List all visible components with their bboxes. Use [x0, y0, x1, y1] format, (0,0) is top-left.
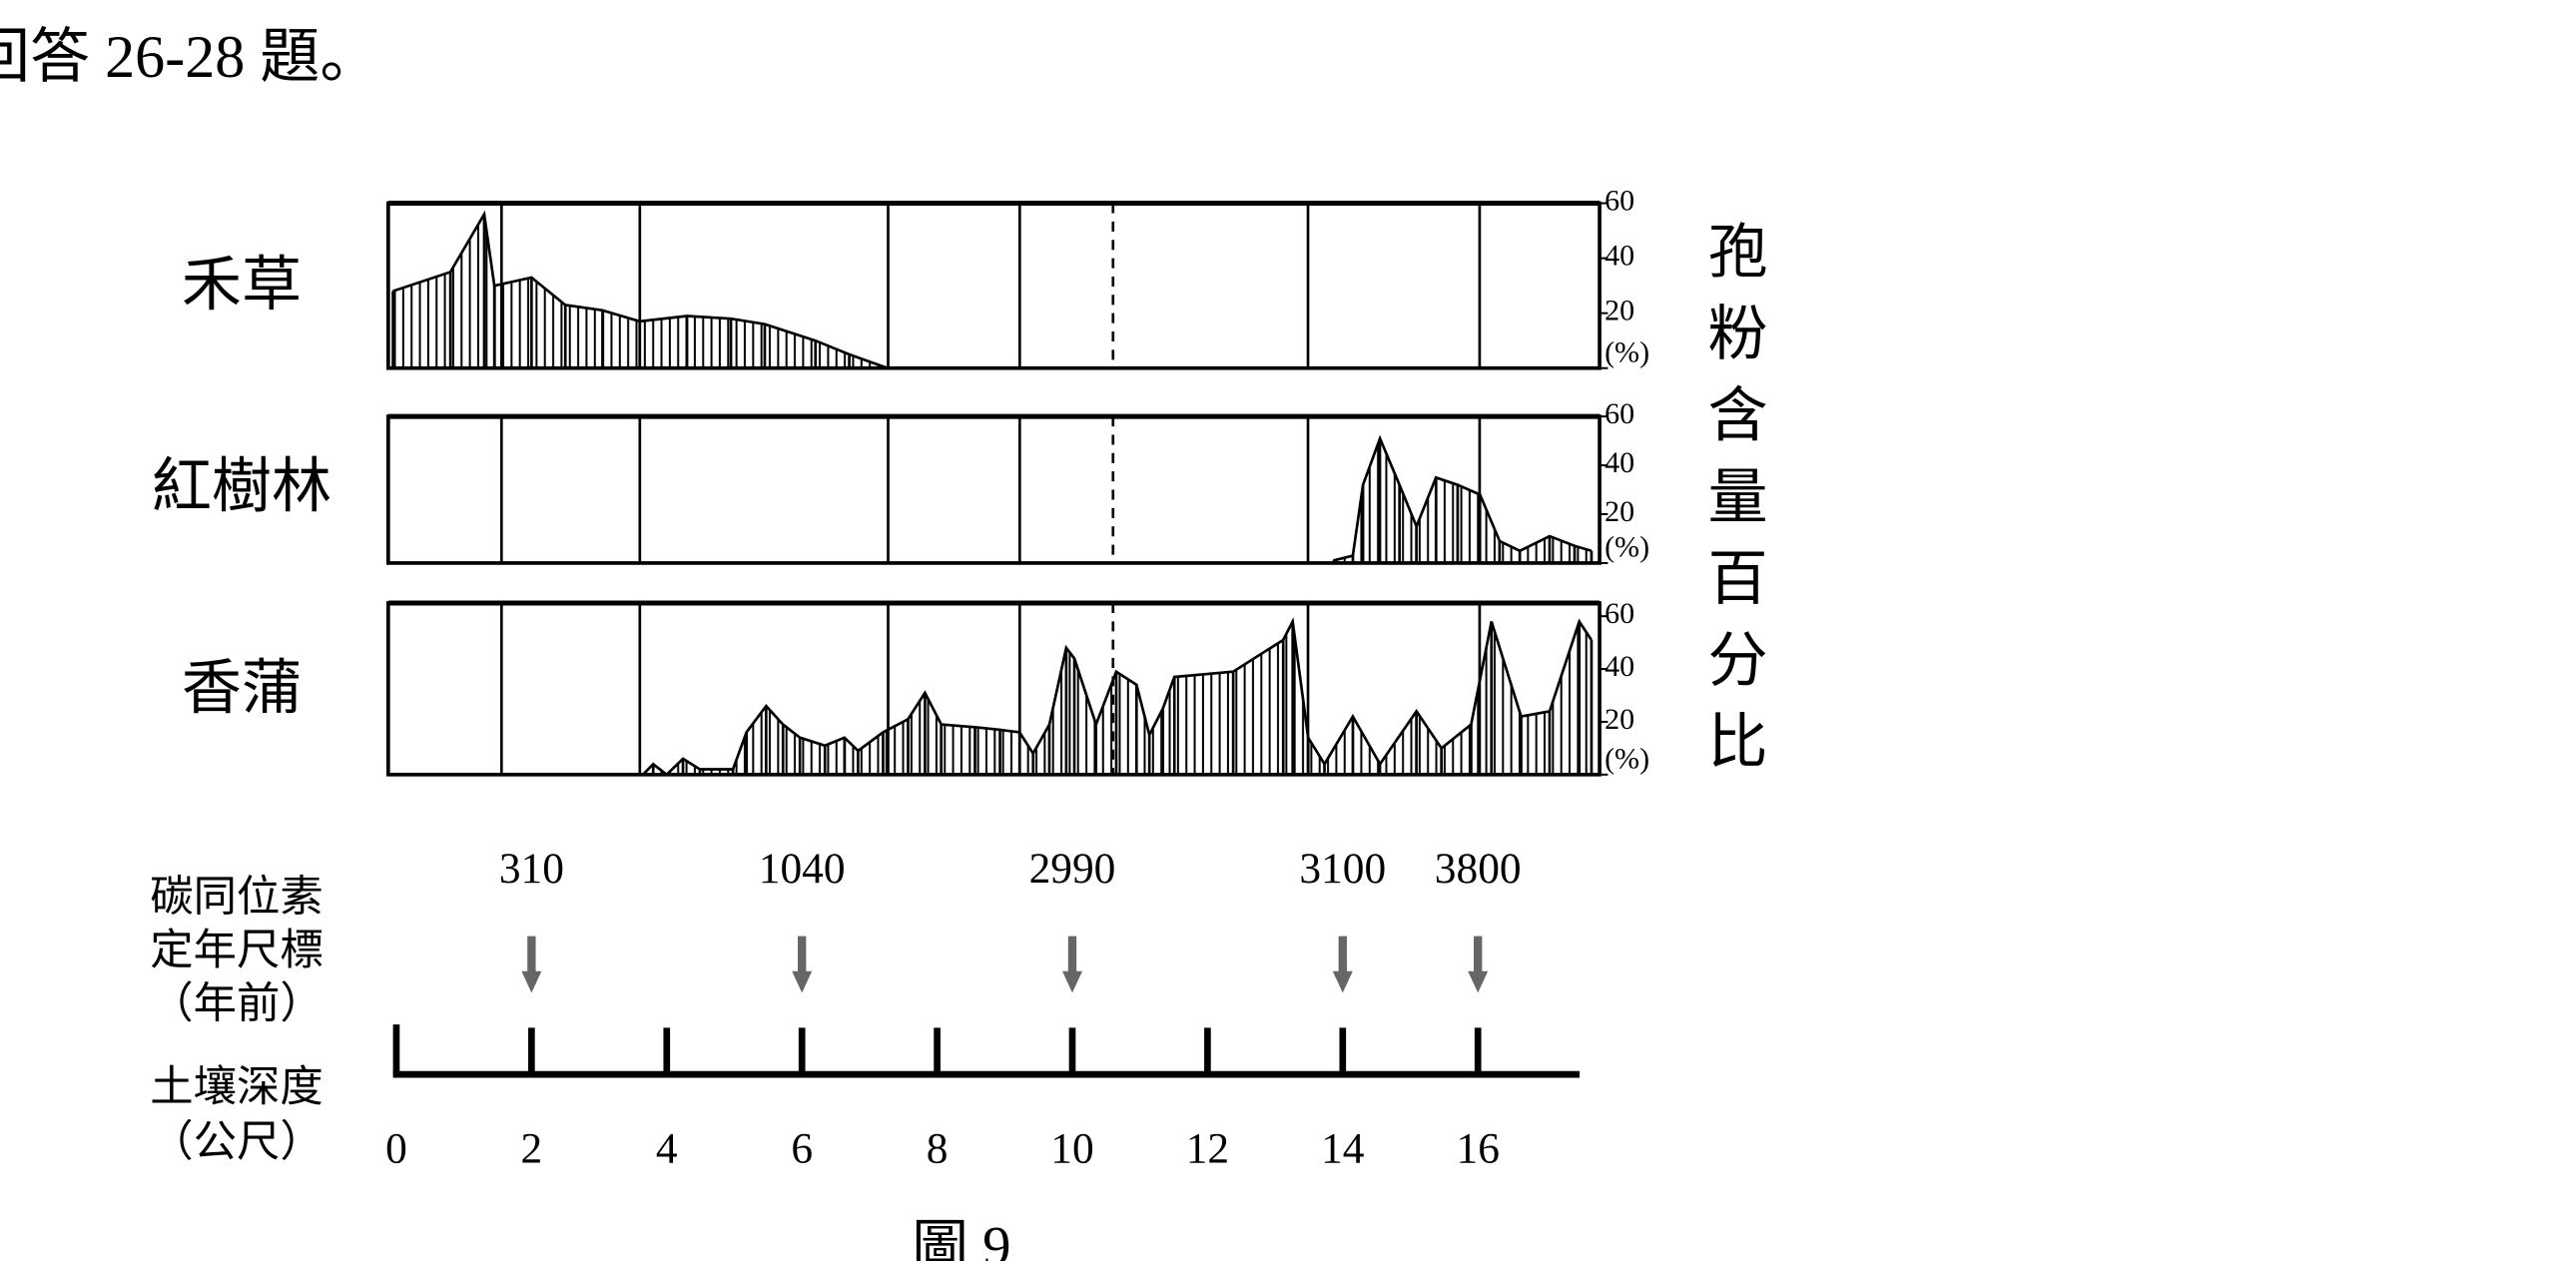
x-tick-label: 14 [1321, 1125, 1365, 1173]
date-label: 3800 [1435, 845, 1522, 893]
x-tick-label: 10 [1050, 1125, 1093, 1173]
y-tick-label: 60 [1605, 397, 1634, 430]
panel-label: 香蒲 [182, 655, 302, 722]
dating-label: 定年尺標 [150, 927, 323, 974]
date-arrow [1332, 936, 1353, 993]
area-outline [1333, 434, 1593, 562]
panel-label: 禾草 [182, 252, 302, 318]
date-arrow [792, 936, 813, 993]
x-tick-label: 4 [656, 1125, 678, 1173]
x-tick-label: 12 [1186, 1125, 1229, 1173]
y-tick-label: 20 [1605, 295, 1634, 327]
x-tick-label: 2 [521, 1125, 543, 1173]
y-tick-label: 40 [1605, 239, 1634, 272]
x-axis-label: 土壤深度 [150, 1063, 323, 1111]
y-tick-label: 20 [1605, 495, 1634, 528]
area-hatch [1333, 438, 1592, 563]
y-tick-label: 60 [1605, 597, 1634, 630]
y-tick-label: (%) [1605, 335, 1649, 368]
y-tick-label: 40 [1605, 446, 1634, 479]
dating-label: （年前） [150, 979, 323, 1027]
x-tick-label: 0 [385, 1125, 407, 1173]
figure-caption: 圖 9 [912, 1216, 1010, 1261]
panel-label: 紅樹林 [152, 453, 331, 520]
y-tick-label: (%) [1605, 742, 1649, 775]
x-tick-label: 8 [927, 1125, 949, 1173]
y-tick-label: (%) [1605, 530, 1649, 563]
header-text: 回答 26-28 題。 [0, 23, 379, 90]
x-tick-label: 6 [791, 1125, 813, 1173]
y-tick-label: 60 [1605, 184, 1634, 217]
dating-label: 碳同位素 [150, 874, 323, 922]
date-label: 2990 [1029, 845, 1116, 893]
date-arrow [1468, 936, 1489, 993]
y-tick-label: 20 [1605, 703, 1634, 736]
date-arrow [1061, 936, 1083, 993]
x-axis-label: （公尺） [150, 1118, 323, 1166]
x-tick-label: 16 [1457, 1125, 1500, 1173]
area-outline [392, 210, 889, 369]
y-tick-label: 40 [1605, 650, 1634, 683]
date-label: 1040 [759, 845, 846, 893]
y-axis-title: 孢粉含量百分比 [1699, 220, 1766, 791]
area-outline [642, 617, 1594, 777]
date-label: 3100 [1299, 845, 1386, 893]
date-arrow [521, 936, 542, 993]
date-label: 310 [499, 845, 564, 893]
